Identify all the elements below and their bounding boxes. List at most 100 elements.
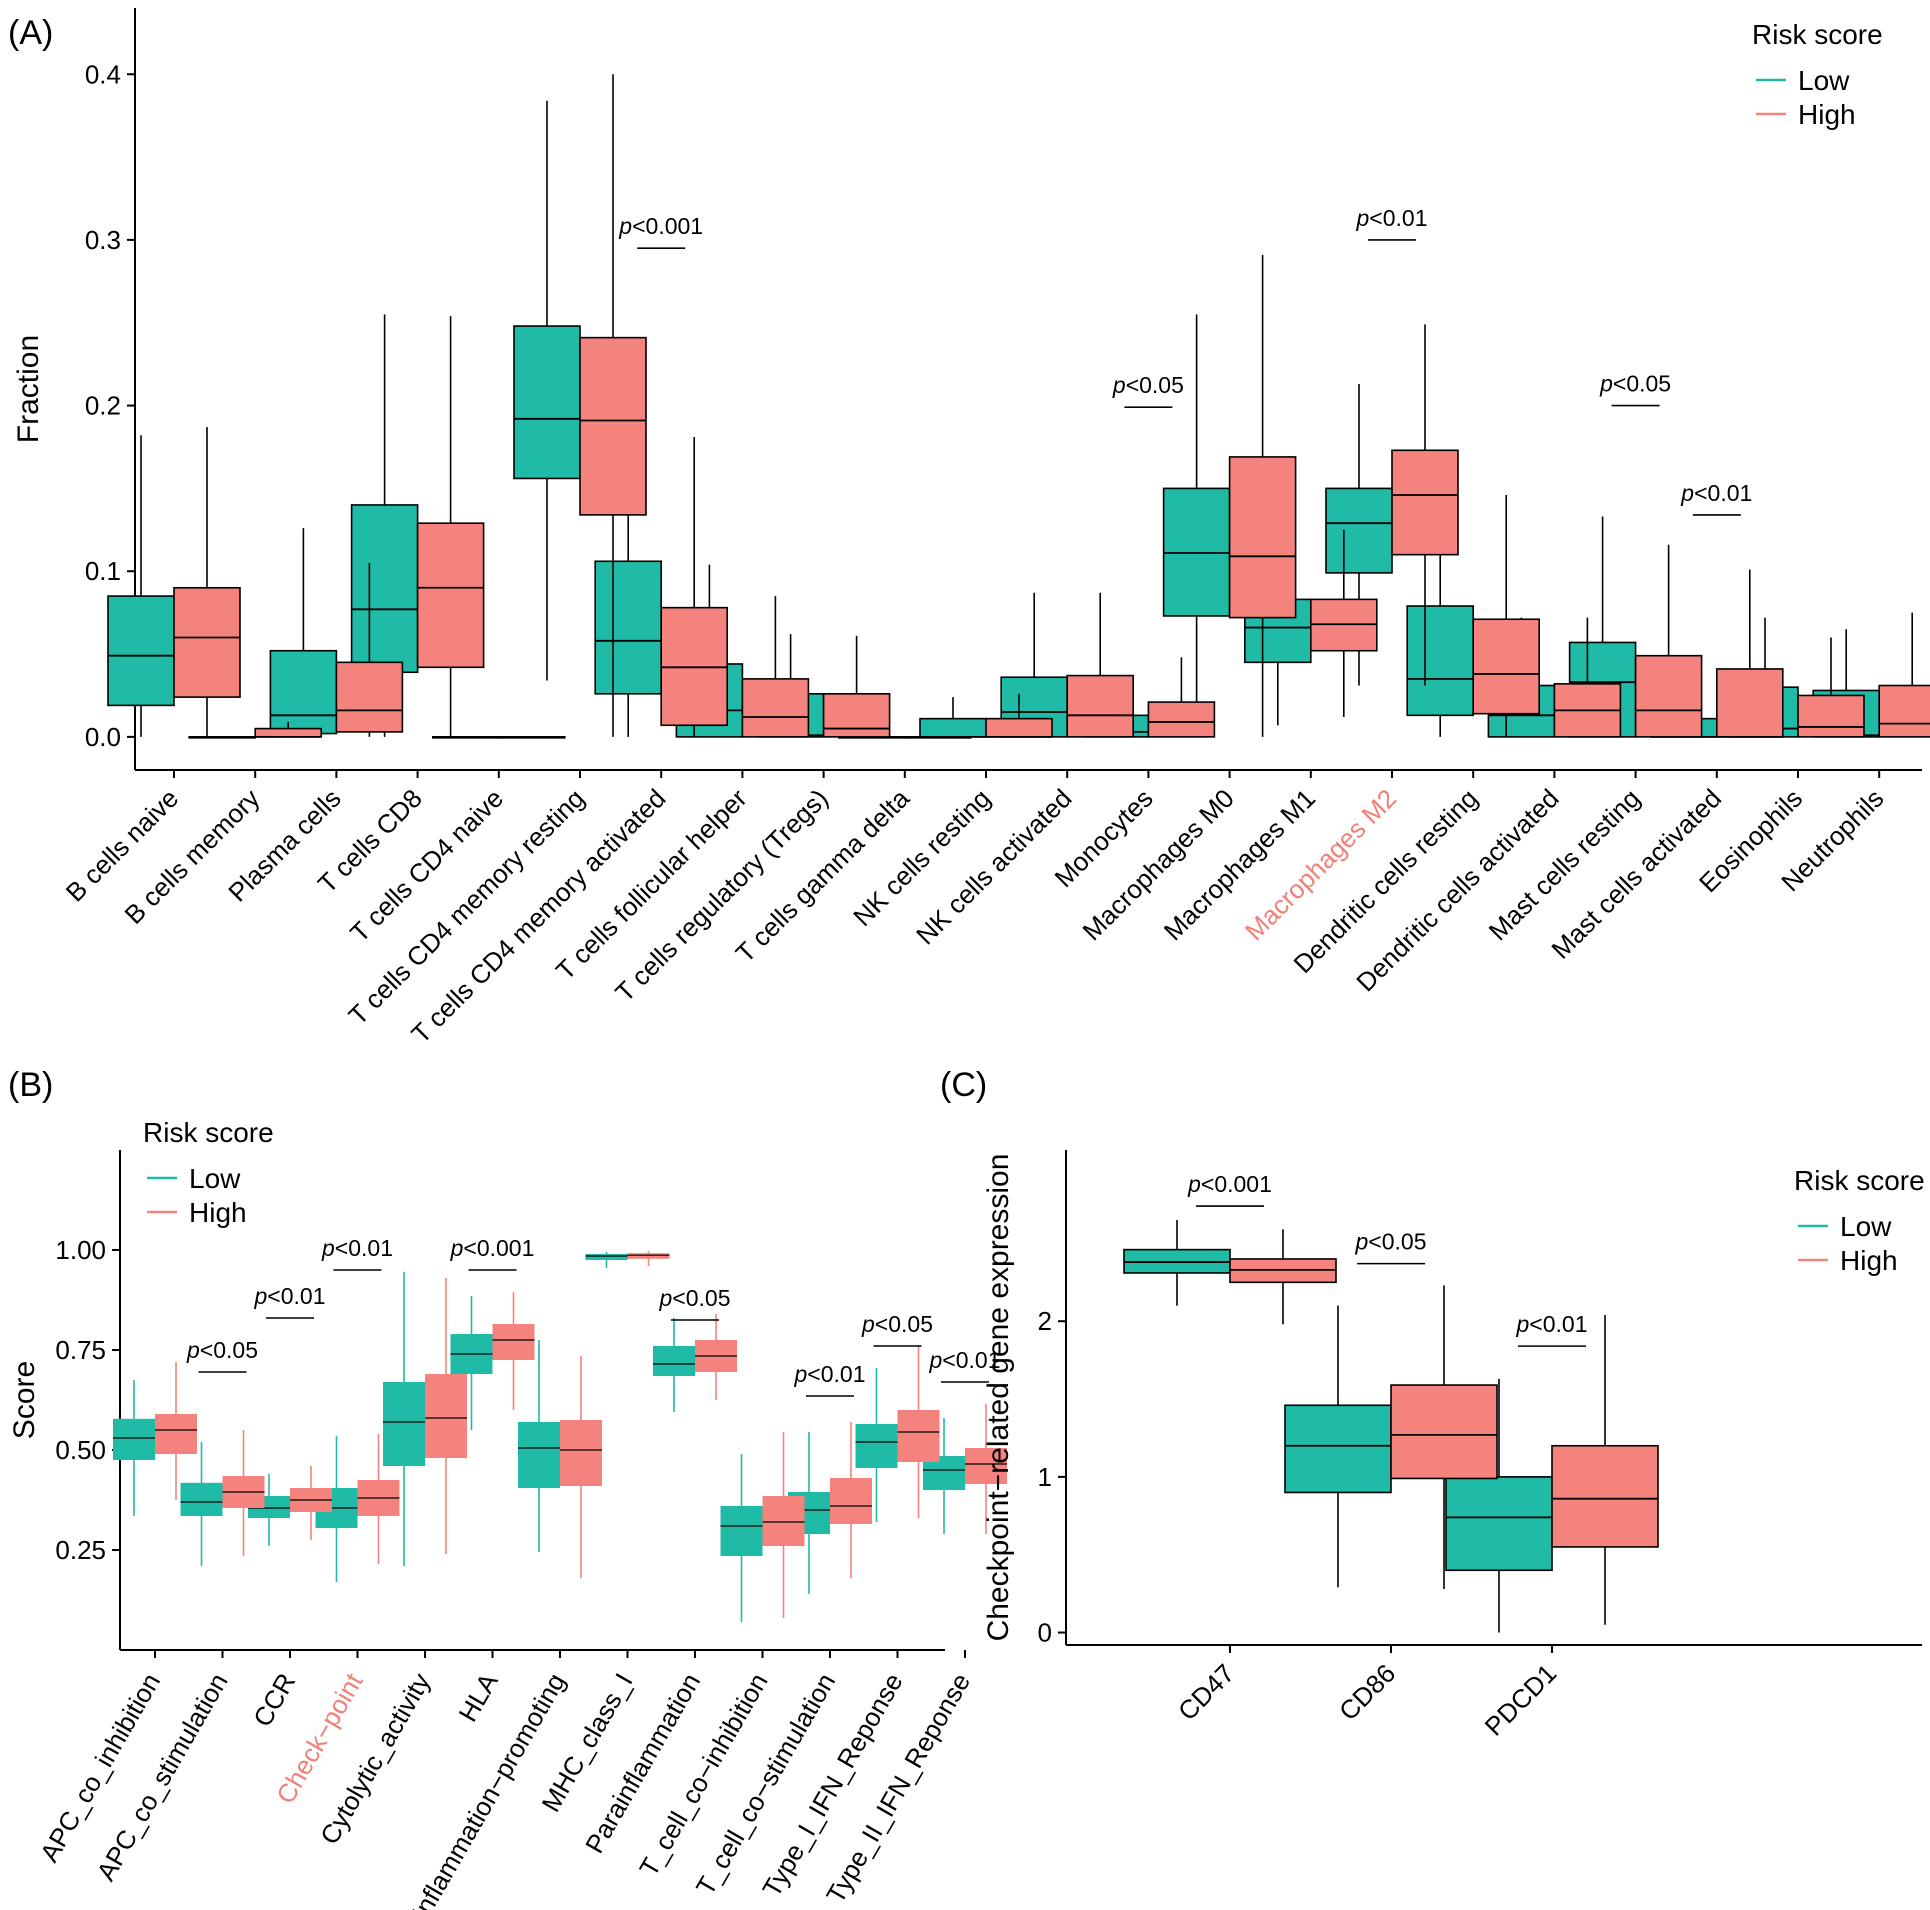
box-body [1716, 668, 1784, 738]
box-body [653, 1346, 695, 1376]
box-low [180, 1442, 223, 1566]
box-low [585, 1252, 628, 1268]
y-tick-label: 0.50 [55, 1435, 106, 1465]
box-high [290, 1466, 332, 1540]
box-body [425, 1374, 467, 1458]
box-body [1878, 684, 1930, 738]
box-body [1390, 1384, 1498, 1480]
p-value-label: p<0.01 [1356, 205, 1428, 231]
box-high [1229, 1229, 1337, 1325]
box-body [720, 1506, 763, 1556]
y-tick-label: 0.3 [85, 225, 121, 255]
box-body [1406, 605, 1474, 717]
box-body [1472, 618, 1540, 715]
box-high [1716, 569, 1784, 738]
panel-label: (C) [940, 1066, 987, 1104]
box-body [113, 1418, 155, 1460]
box-low [1000, 592, 1069, 738]
box-low [188, 735, 256, 739]
box-body [822, 692, 891, 738]
category-label: Macrophages M0 [1077, 783, 1240, 946]
box-low [653, 1318, 695, 1412]
y-tick-label: 0.2 [85, 391, 121, 421]
category-label: HLA [452, 1667, 504, 1726]
box-high [425, 1278, 467, 1554]
box-high [1391, 324, 1459, 686]
p-value-label: p<0.05 [1355, 1229, 1427, 1255]
box-body [1391, 449, 1459, 556]
box-high [1472, 495, 1540, 737]
box-low [383, 1272, 425, 1566]
box-high [579, 74, 647, 737]
box-high [903, 735, 972, 739]
legend-label-low: Low [1798, 65, 1850, 96]
box-body [594, 560, 663, 695]
legend-title: Risk score [1794, 1165, 1925, 1196]
box-low [518, 1340, 560, 1552]
box-body [741, 678, 810, 738]
box-body [518, 1422, 560, 1488]
box-body [1228, 456, 1297, 619]
box-high [1797, 637, 1865, 738]
box-low [855, 1368, 898, 1522]
category-label: Macrophages M2 [1239, 783, 1402, 946]
box-low [113, 1380, 155, 1516]
category-label: CD86 [1333, 1658, 1401, 1726]
p-value-label: p<0.001 [450, 1235, 535, 1261]
p-value-label: p<0.01 [1516, 1311, 1588, 1337]
box-high [357, 1434, 400, 1564]
box-body [762, 1496, 805, 1546]
y-axis-title: Fraction [12, 335, 45, 443]
box-high [492, 1292, 535, 1410]
box-body [579, 336, 647, 516]
box-high [822, 635, 891, 738]
y-tick-label: 0.25 [55, 1535, 106, 1565]
p-value-label: p<0.01 [794, 1361, 866, 1387]
category-label: APC_co_stimulation [91, 1668, 234, 1886]
p-value-label: p<0.001 [1187, 1171, 1272, 1197]
p-value-label: p<0.01 [321, 1235, 393, 1261]
box-high [254, 721, 322, 738]
box-body [513, 325, 581, 480]
box-low [1123, 1220, 1231, 1306]
box-high [155, 1362, 197, 1500]
p-value-label: p<0.01 [254, 1283, 326, 1309]
panel-label: (B) [8, 1066, 53, 1104]
box-low [269, 528, 338, 737]
p-value-label: p<0.05 [1112, 372, 1184, 398]
y-tick-label: 0 [1038, 1618, 1052, 1648]
box-high [416, 316, 485, 737]
box-body [1284, 1404, 1392, 1494]
box-body [560, 1420, 602, 1486]
box-body [897, 1410, 940, 1462]
y-tick-label: 2 [1038, 1306, 1052, 1336]
box-body [1445, 1476, 1553, 1572]
box-body [335, 661, 404, 733]
category-label: CCR [247, 1668, 301, 1732]
box-low [107, 435, 175, 737]
box-low [1406, 481, 1474, 737]
box-body [350, 504, 419, 674]
panel-c: (C) 0 1 2 Checkpoint−related gene expression… [940, 1066, 1925, 1742]
p-value-label: p<0.001 [618, 213, 703, 239]
legend-title: Risk score [143, 1117, 274, 1148]
box-low [1445, 1378, 1553, 1633]
p-value-label: p<0.05 [186, 1337, 258, 1363]
category-label: Macrophages M1 [1158, 783, 1321, 946]
box-high [1390, 1285, 1498, 1589]
y-axis-title: Checkpoint−related gene expression [982, 1154, 1015, 1642]
box-body [965, 1448, 1007, 1484]
box-high [497, 735, 566, 739]
box-body [1551, 1444, 1659, 1548]
p-value-label: p<0.01 [1680, 480, 1752, 506]
p-value-label: p<0.05 [1599, 371, 1671, 397]
box-body [416, 522, 485, 669]
y-tick-label: 0.4 [85, 59, 121, 89]
box-high [1551, 1315, 1659, 1625]
box-high [660, 437, 729, 737]
box-body [155, 1414, 197, 1454]
box-body [173, 586, 241, 698]
